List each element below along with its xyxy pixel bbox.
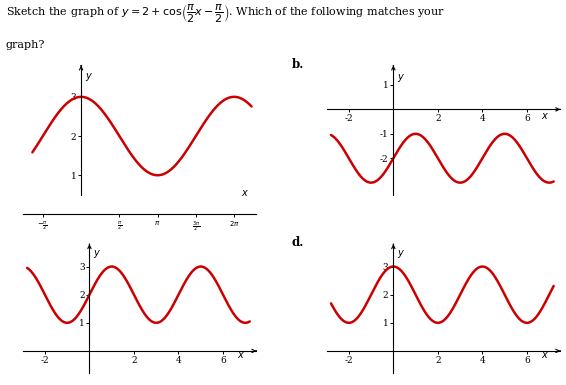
Text: d.: d. [291,236,304,249]
Text: $y$: $y$ [397,248,405,260]
Text: b.: b. [291,58,304,71]
Text: $y$: $y$ [85,71,93,83]
Text: $x$: $x$ [241,188,249,198]
Text: $y$: $y$ [397,72,405,84]
Text: graph?: graph? [6,40,45,50]
Text: Sketch the graph of $y = 2 + \cos\!\left(\dfrac{\pi}{2}x - \dfrac{\pi}{2}\right): Sketch the graph of $y = 2 + \cos\!\left… [6,2,444,24]
Text: $x$: $x$ [237,350,245,360]
Text: $y$: $y$ [93,248,101,260]
Text: $x$: $x$ [541,350,549,360]
Text: $x$: $x$ [541,110,549,121]
